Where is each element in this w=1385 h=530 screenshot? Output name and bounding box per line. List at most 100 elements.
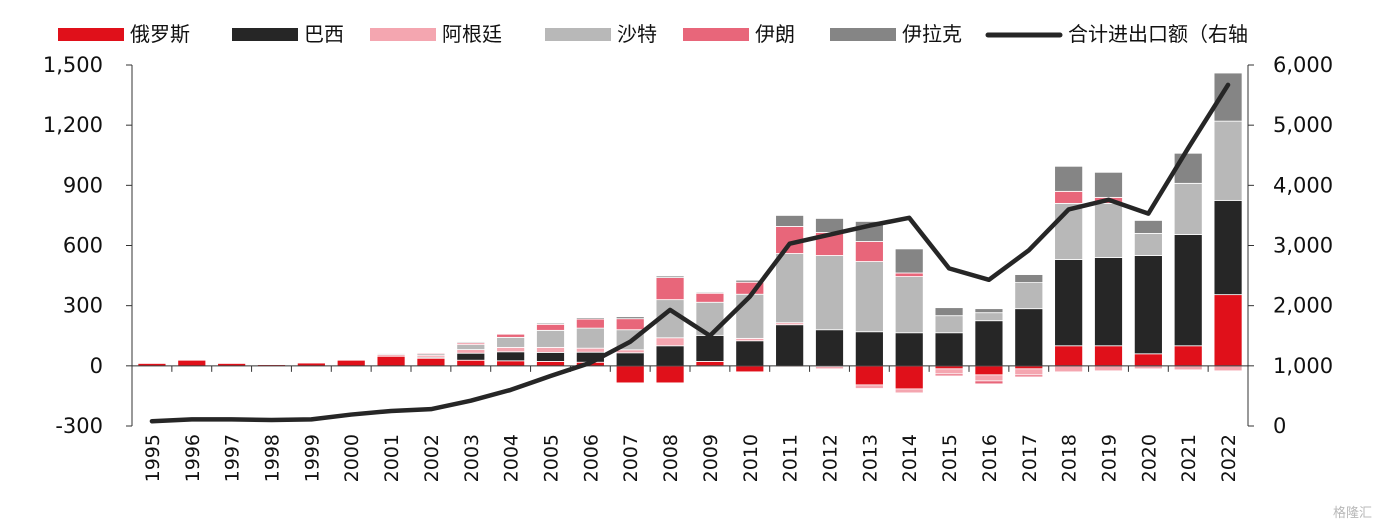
bar-segment-2003-3 xyxy=(457,345,485,350)
legend-label-3: 沙特 xyxy=(617,22,657,46)
x-tick-label: 2016 xyxy=(979,434,1001,482)
bar-segment-2006-5 xyxy=(576,318,604,319)
bar-segment-2005-0 xyxy=(537,361,565,365)
bar-segment-2007-5 xyxy=(616,317,644,319)
x-tick-label: 1999 xyxy=(301,434,323,482)
x-tick-label: 2018 xyxy=(1059,434,1081,482)
bar-segment-2008-5 xyxy=(656,276,684,278)
bar-segment-2003-1 xyxy=(457,353,485,360)
left-tick-label: 1,200 xyxy=(43,113,103,137)
bar-segment-2004-0 xyxy=(497,361,525,366)
right-tick-label: 4,000 xyxy=(1273,173,1333,197)
bar-segment-2016-1 xyxy=(975,321,1003,366)
bar-segment-2013-4 xyxy=(855,241,883,261)
bar-segment-2018-2 xyxy=(1055,366,1083,372)
bar-segment-1996-0 xyxy=(178,360,206,366)
legend-swatch-2 xyxy=(370,28,436,41)
bar-segment-2005-4 xyxy=(537,324,565,330)
bar-segment-2022-3 xyxy=(1214,121,1242,200)
bar-segment-2006-4 xyxy=(576,319,604,328)
x-tick-label: 2002 xyxy=(421,434,443,482)
x-tick-label: 2008 xyxy=(660,434,682,482)
x-tick-label: 2001 xyxy=(381,434,403,482)
bar-segment-2021-1 xyxy=(1174,234,1202,345)
bar-segment-2022-0 xyxy=(1214,295,1242,366)
bar-segment-2018-4 xyxy=(1055,191,1083,203)
x-tick-label: 2013 xyxy=(859,434,881,482)
x-tick-label: 2007 xyxy=(620,434,642,482)
bar-segment-2011-5 xyxy=(776,215,804,226)
bar-segment-2007-1 xyxy=(616,353,644,366)
x-tick-label: 1997 xyxy=(222,434,244,482)
bar-segment-2012-1 xyxy=(816,330,844,366)
bar-segment-2013-1 xyxy=(855,332,883,366)
legend-label-5: 伊拉克 xyxy=(902,22,962,46)
bar-segment-2010-1 xyxy=(736,341,764,366)
bar-segment-2017-2 xyxy=(1015,369,1043,375)
bar-segment-2005-2 xyxy=(537,347,565,352)
bar-segment-2011-1 xyxy=(776,325,804,366)
bar-segment-2002-0 xyxy=(417,358,445,366)
bar-segment-2001-5 xyxy=(377,352,405,353)
bar-segment-2009-5 xyxy=(696,292,724,293)
bar-segment-2017-5 xyxy=(1015,275,1043,283)
left-tick-label: 600 xyxy=(63,234,103,258)
bar-segment-2003-0 xyxy=(457,360,485,366)
legend-label-0: 俄罗斯 xyxy=(130,22,190,46)
bar-segment-2007-4 xyxy=(616,319,644,330)
bar-segment-2015-5 xyxy=(935,308,963,316)
bar-segment-2005-3 xyxy=(537,330,565,347)
bar-segment-2008-1 xyxy=(656,346,684,366)
x-tick-label: 2010 xyxy=(740,434,762,482)
legend-swatch-0 xyxy=(58,28,124,41)
bar-segment-2012-3 xyxy=(816,256,844,330)
bar-segment-2009-0 xyxy=(696,361,724,365)
bar-segment-2017-1 xyxy=(1015,309,1043,366)
right-tick-label: 5,000 xyxy=(1273,113,1333,137)
bar-segment-2015-2 xyxy=(935,369,963,374)
bar-segment-2014-1 xyxy=(895,333,923,366)
bar-segment-2008-4 xyxy=(656,278,684,300)
bar-segment-2010-3 xyxy=(736,294,764,338)
bar-segment-2015-4 xyxy=(935,374,963,376)
x-tick-label: 2011 xyxy=(780,434,802,482)
bar-segment-2014-4 xyxy=(895,273,923,277)
bar-segment-2008-2 xyxy=(656,338,684,346)
bar-segment-2001-0 xyxy=(377,356,405,366)
x-tick-label: 2006 xyxy=(580,434,602,482)
bar-segment-2014-5 xyxy=(895,249,923,273)
left-tick-label: 900 xyxy=(63,173,103,197)
bar-segment-2006-2 xyxy=(576,348,604,352)
bar-segment-2014-3 xyxy=(895,277,923,333)
x-tick-label: 2021 xyxy=(1178,434,1200,482)
x-tick-label: 2019 xyxy=(1099,434,1121,482)
bar-segment-2015-3 xyxy=(935,316,963,333)
bar-segment-2019-0 xyxy=(1095,346,1123,366)
bar-segment-2021-3 xyxy=(1174,183,1202,234)
bar-segment-2009-4 xyxy=(696,293,724,302)
bar-segment-2019-3 xyxy=(1095,203,1123,257)
legend-label-6: 合计进出口额（右轴 xyxy=(1068,22,1248,46)
bar-segment-2016-4 xyxy=(975,381,1003,384)
right-tick-label: 3,000 xyxy=(1273,234,1333,258)
bar-segment-2011-3 xyxy=(776,254,804,323)
legend-label-4: 伊朗 xyxy=(755,22,795,46)
legend-label-2: 阿根廷 xyxy=(442,22,502,46)
bar-segment-2000-0 xyxy=(337,360,365,366)
x-tick-label: 1995 xyxy=(142,434,164,482)
bar-segment-2019-5 xyxy=(1095,172,1123,197)
bar-segment-2020-5 xyxy=(1134,220,1162,233)
bar-segment-2022-1 xyxy=(1214,200,1242,294)
x-tick-label: 2004 xyxy=(501,434,523,482)
legend-swatch-4 xyxy=(683,28,749,41)
bar-segment-2018-0 xyxy=(1055,346,1083,366)
bar-segment-2006-3 xyxy=(576,328,604,348)
legend-swatch-3 xyxy=(545,28,611,41)
bar-segment-2016-0 xyxy=(975,366,1003,375)
bar-segment-2015-1 xyxy=(935,333,963,366)
bar-segment-2020-3 xyxy=(1134,233,1162,255)
bar-segment-2004-1 xyxy=(497,352,525,361)
right-tick-label: 6,000 xyxy=(1273,53,1333,77)
bar-segment-2014-2 xyxy=(895,389,923,393)
